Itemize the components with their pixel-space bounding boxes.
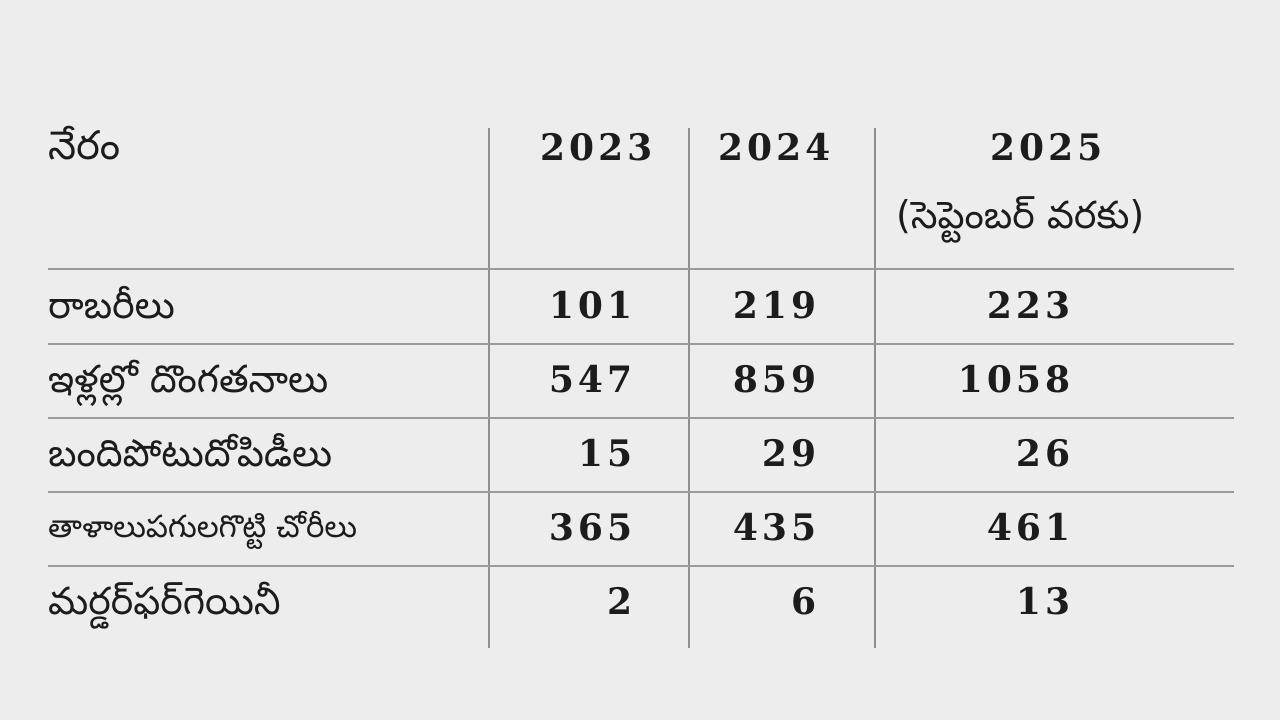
row-divider-4 — [48, 565, 1234, 567]
row-lock-break-thefts-2023: 365 — [548, 507, 636, 549]
row-murder-for-gain-2023: 2 — [606, 581, 636, 623]
row-divider-1 — [48, 343, 1234, 345]
header-year-2025-note: (సెప్టెంబర్ వరకు) — [896, 193, 1145, 237]
header-year-2025: 2025 — [990, 127, 1107, 169]
row-label-lock-break-thefts: తాళాలుపగులగొట్టి చోరీలు — [48, 509, 358, 545]
row-divider-2 — [48, 417, 1234, 419]
header-year-2023: 2023 — [540, 127, 657, 169]
row-robberies-2025: 223 — [986, 285, 1074, 327]
column-divider-3 — [874, 128, 876, 648]
column-divider-1 — [488, 128, 490, 648]
row-label-house-thefts: ఇళ్లల్లో దొంగతనాలు — [48, 357, 329, 401]
row-label-dacoities: బందిపోటుదోపిడీలు — [48, 431, 333, 475]
row-murder-for-gain-2025: 13 — [1015, 581, 1074, 623]
row-murder-for-gain-2024: 6 — [790, 581, 820, 623]
header-year-2024: 2024 — [718, 127, 835, 169]
row-house-thefts-2024: 859 — [732, 359, 820, 401]
header-crime: నేరం — [48, 123, 121, 169]
row-robberies-2024: 219 — [732, 285, 820, 327]
row-house-thefts-2023: 547 — [548, 359, 636, 401]
row-lock-break-thefts-2025: 461 — [986, 507, 1074, 549]
row-divider-3 — [48, 491, 1234, 493]
row-house-thefts-2025: 1058 — [957, 359, 1074, 401]
row-dacoities-2024: 29 — [761, 433, 820, 475]
row-label-murder-for-gain: మర్డర్‌ఫర్‌గెయినీ — [48, 579, 281, 623]
row-label-robberies: రాబరీలు — [48, 283, 175, 327]
row-robberies-2023: 101 — [548, 285, 636, 327]
row-divider-header — [48, 268, 1234, 270]
column-divider-2 — [688, 128, 690, 648]
row-dacoities-2025: 26 — [1015, 433, 1074, 475]
row-lock-break-thefts-2024: 435 — [732, 507, 820, 549]
row-dacoities-2023: 15 — [577, 433, 636, 475]
